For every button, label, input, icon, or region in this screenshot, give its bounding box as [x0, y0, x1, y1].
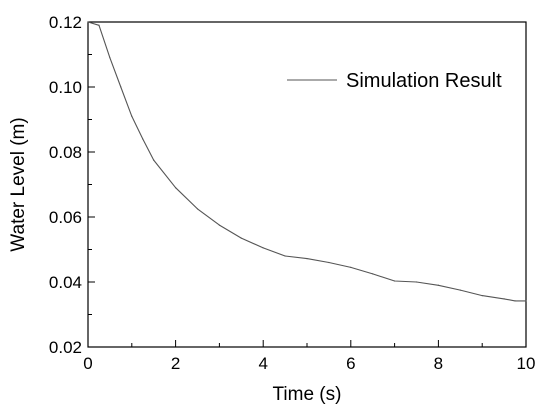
- data-point: [175, 187, 177, 189]
- data-point: [109, 57, 111, 59]
- data-point: [503, 298, 505, 300]
- x-tick-label: 4: [258, 354, 267, 373]
- data-point: [437, 284, 439, 286]
- data-point: [153, 159, 155, 161]
- data-point: [328, 261, 330, 264]
- data-point: [394, 280, 396, 282]
- legend: Simulation Result: [287, 70, 502, 92]
- x-tick-label: 8: [434, 354, 443, 373]
- data-point: [262, 247, 264, 249]
- data-point: [284, 255, 286, 257]
- y-tick-label: 0.10: [49, 78, 82, 97]
- y-tick-label: 0.02: [49, 338, 82, 357]
- x-tick-label: 2: [171, 354, 180, 373]
- y-tick-label: 0.12: [49, 13, 82, 32]
- data-point: [459, 289, 461, 291]
- data-point: [240, 237, 242, 239]
- x-tick-label: 6: [346, 354, 355, 373]
- y-tick-label: 0.06: [49, 208, 82, 227]
- data-point: [481, 295, 483, 297]
- data-point: [218, 224, 220, 226]
- series-layer: [87, 21, 527, 302]
- data-point: [372, 273, 374, 275]
- x-tick-label: 0: [83, 354, 92, 373]
- data-point: [131, 115, 133, 117]
- data-point: [415, 281, 418, 283]
- data-point: [350, 266, 352, 268]
- ticks: 0 2 4 6 8 10 0.02 0.04 0.06 0.08 0.10 0.12: [49, 13, 536, 373]
- y-tick-label: 0.04: [49, 273, 82, 292]
- data-point: [120, 86, 122, 88]
- y-axis-label: Water Level (m): [8, 117, 29, 251]
- x-axis-label: Time (s): [273, 384, 342, 405]
- data-point: [306, 258, 308, 260]
- data-point: [87, 21, 89, 23]
- data-point: [525, 300, 527, 302]
- legend-label: Simulation Result: [346, 70, 502, 92]
- data-point: [142, 138, 144, 140]
- data-point: [514, 300, 516, 302]
- y-tick-label: 0.08: [49, 143, 82, 162]
- data-point: [196, 208, 199, 210]
- x-tick-label: 10: [517, 354, 536, 373]
- data-point: [98, 24, 100, 26]
